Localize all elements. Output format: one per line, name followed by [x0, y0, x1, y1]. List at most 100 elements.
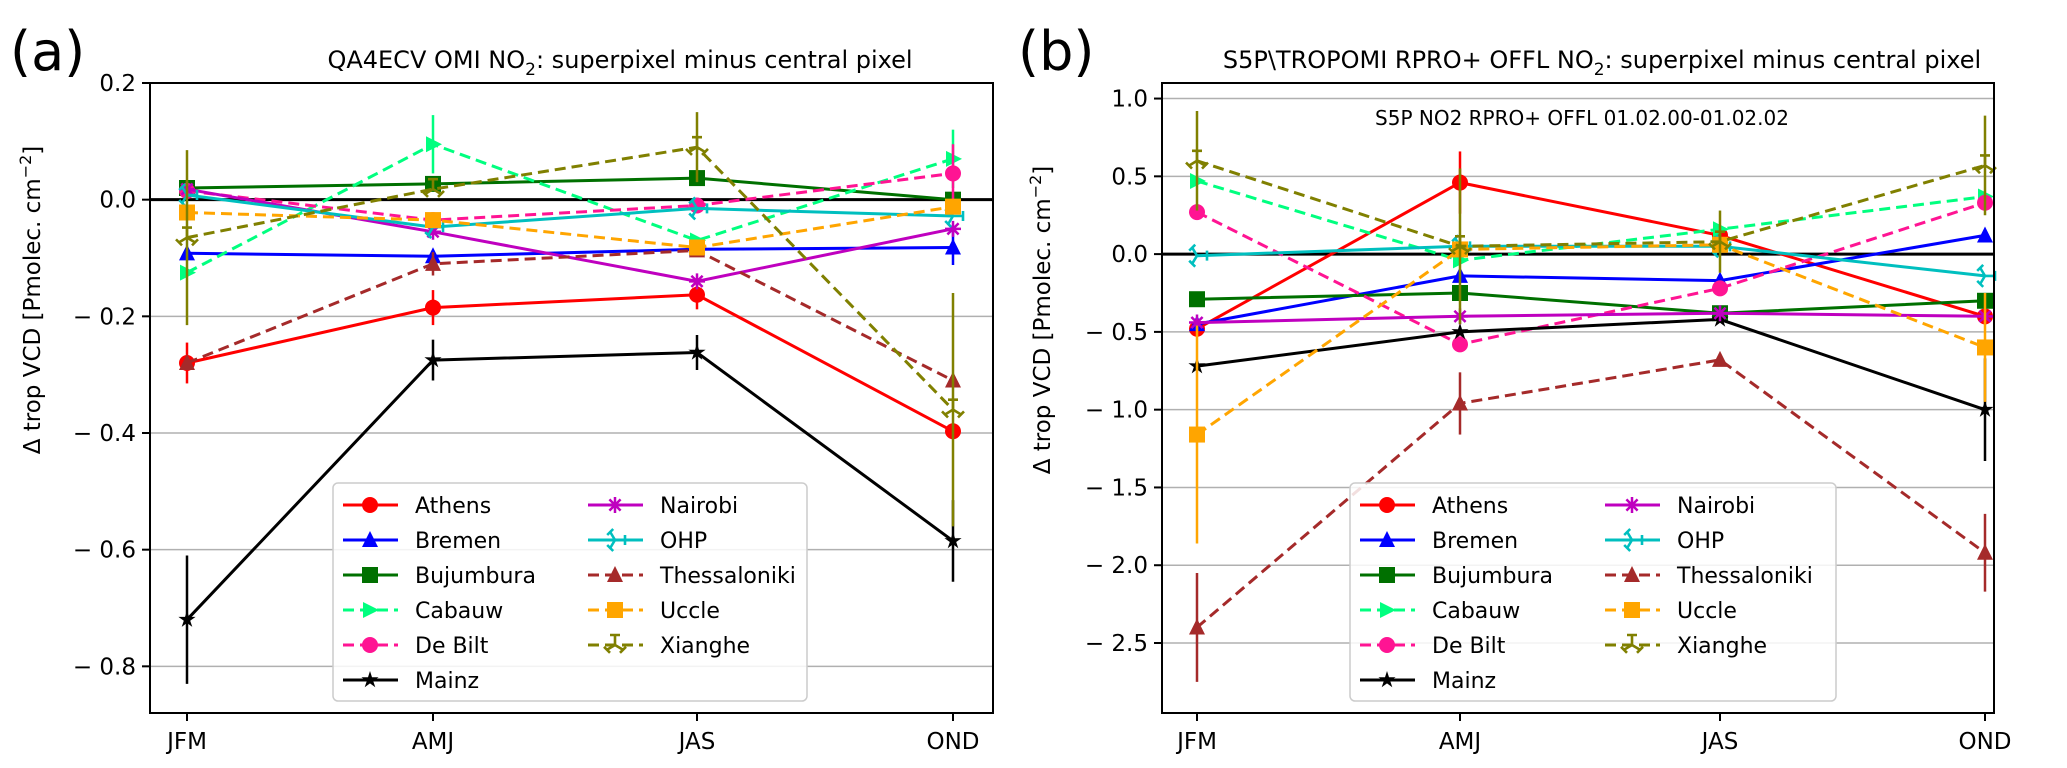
legend-label: Xianghe: [1677, 634, 1767, 659]
series-line: [1196, 244, 1986, 278]
series-line: [1196, 358, 1986, 629]
data-point: [1185, 149, 1209, 170]
plot-frame: [149, 82, 994, 714]
y-tick-label: − 1.5: [1085, 475, 1148, 501]
legend-entry: Nairobi: [588, 494, 738, 519]
legend-marker: [603, 633, 627, 654]
series-athens: [179, 280, 961, 440]
y-tick-label: − 0.6: [73, 538, 136, 564]
y-tick-label: − 2.0: [1085, 553, 1148, 579]
series-line: [186, 205, 954, 250]
series-line: [186, 171, 954, 222]
data-point: [1712, 280, 1728, 297]
legend-entry: Bremen: [1360, 529, 1518, 554]
legend-marker: [362, 497, 378, 513]
series-xianghe: [1185, 111, 1997, 325]
data-point: [1189, 204, 1205, 221]
legend-marker: [607, 497, 623, 513]
data-point: [1189, 291, 1205, 308]
legend-entry: Bujumbura: [1360, 564, 1553, 589]
data-point: [1448, 235, 1472, 256]
x-tick-label: JAS: [1700, 729, 1739, 755]
series-thessaloniki: [179, 241, 961, 388]
legend-marker: [361, 671, 379, 688]
data-point: [425, 212, 441, 229]
legend-label: Xianghe: [660, 634, 750, 659]
series-line: [186, 293, 954, 433]
ylabel-end: ]: [1030, 166, 1056, 175]
legend-entry: Xianghe: [1605, 633, 1767, 659]
legend-marker: [1620, 633, 1644, 654]
axis-ticks: 1.0 0.5 0.0 − 0.5 − 1.0 − 1.5 − 2.0 − 2.5 JFM AMJ…: [1085, 87, 2012, 755]
series-mainz: [178, 335, 962, 684]
panel-a: (a) QA4ECV OMI NO2: superpixel minus cen…: [10, 20, 994, 755]
legend-label: Bremen: [1432, 529, 1518, 554]
series-line: [186, 142, 954, 274]
data-point: [425, 223, 441, 240]
data-point: [1977, 226, 1993, 243]
chart-title: QA4ECV OMI NO2: superpixel minus central…: [327, 46, 912, 80]
legend-entry: Cabauw: [1360, 599, 1520, 624]
series-line: [185, 350, 954, 621]
series-ohp: [178, 183, 965, 240]
y-tick-label: − 0.2: [73, 304, 136, 330]
data-point: [689, 273, 705, 290]
data-point: [685, 135, 709, 156]
legend-label: Uccle: [660, 599, 720, 624]
panel-b: (b) S5P\TROPOMI RPRO+ OFFL NO2: superpix…: [1018, 20, 2012, 755]
legend-marker: [606, 528, 627, 552]
y-axis-label: Δ trop VCD [Pmolec. cm−2]: [16, 146, 46, 455]
legend-entry: Bujumbura: [343, 564, 536, 589]
x-tick-label: AMJ: [412, 729, 454, 755]
series-group: [175, 112, 965, 684]
legend-marker: [1624, 602, 1640, 618]
legend-marker: [607, 566, 623, 582]
legend-marker: [1379, 567, 1395, 583]
legend-marker: [607, 602, 623, 618]
data-point: [1189, 426, 1205, 443]
legend-marker: [362, 531, 378, 547]
legend-entry: Uccle: [1605, 599, 1737, 624]
series-line: [1196, 311, 1986, 325]
series-line: [1196, 181, 1986, 331]
data-point: [1712, 305, 1728, 322]
legend-box: [332, 482, 808, 702]
legend-entry: Athens: [1360, 494, 1508, 519]
legend-marker: [363, 602, 379, 618]
y-tick-label: − 2.5: [1085, 631, 1148, 657]
data-point: [689, 286, 705, 303]
legend-marker: [362, 567, 378, 583]
legend-box: [1349, 482, 1837, 702]
data-point: [945, 238, 961, 255]
legend-entry: Uccle: [588, 599, 720, 624]
x-tick-label: JFM: [165, 729, 207, 755]
legend-entry: De Bilt: [1360, 634, 1506, 659]
legend-label: De Bilt: [1432, 634, 1506, 659]
y-tick-label: 0.0: [99, 188, 136, 214]
data-point: [421, 177, 445, 198]
title-main: S5P\TROPOMI RPRO+ OFFL NO: [1223, 46, 1594, 74]
series-line: [186, 145, 955, 411]
data-point: [1188, 243, 1209, 268]
legend-label: Mainz: [1432, 669, 1496, 694]
y-tick-label: 1.0: [1111, 87, 1148, 113]
data-point: [1977, 339, 1993, 356]
data-point: [1452, 394, 1468, 411]
y-tick-label: 0.0: [1111, 242, 1148, 268]
data-point: [1973, 154, 1997, 175]
series-line: [1196, 201, 1986, 346]
series-line: [1196, 243, 1986, 436]
series-athens: [1189, 151, 1993, 337]
data-point: [944, 531, 962, 549]
ylabel-sup: −2: [1026, 175, 1045, 199]
legend-marker: [1380, 602, 1396, 618]
panel-label: (b): [1018, 20, 1094, 83]
series-uccle: [1189, 236, 1993, 544]
data-point: [689, 239, 705, 256]
data-point: [425, 299, 441, 316]
legend-marker: [1379, 531, 1395, 547]
legend-label: OHP: [1677, 529, 1724, 554]
legend-label: OHP: [660, 529, 707, 554]
legend-label: Bujumbura: [1432, 564, 1553, 589]
ylabel-end: ]: [20, 146, 46, 155]
